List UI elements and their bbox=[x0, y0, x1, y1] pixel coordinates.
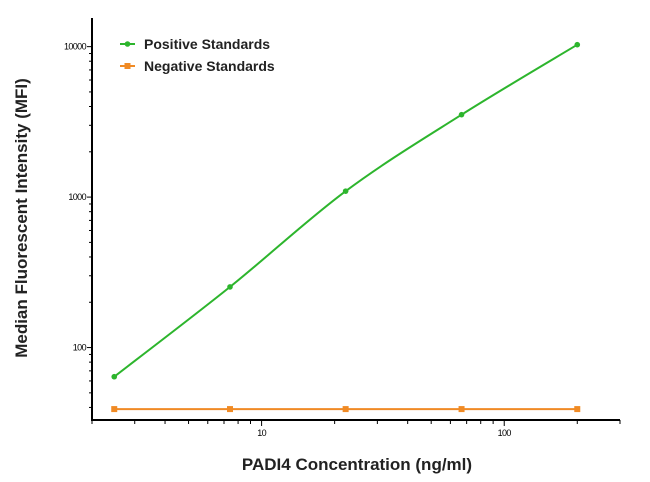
legend: Positive Standards Negative Standards bbox=[120, 36, 275, 74]
positive-standards-point bbox=[111, 373, 118, 380]
positive-standards-point bbox=[227, 284, 233, 290]
positive-standards-point bbox=[574, 41, 581, 48]
legend-marker-circle bbox=[124, 41, 131, 47]
y-tick-label: 1000 bbox=[68, 192, 86, 202]
axes: 100 1000 10000 10 100 bbox=[64, 18, 621, 438]
legend-label-positive-standards: Positive Standards bbox=[144, 36, 270, 52]
positive-standards-point bbox=[458, 111, 465, 118]
positive-standards-point bbox=[342, 188, 349, 194]
negative-standards-point bbox=[574, 406, 581, 413]
negative-standards-point bbox=[227, 406, 234, 413]
x-tick-label: 100 bbox=[498, 428, 512, 438]
legend-marker-square bbox=[124, 63, 131, 69]
y-axis-title: Median Fluorescent Intensity (MFI) bbox=[12, 78, 31, 358]
negative-standards-point bbox=[342, 406, 349, 413]
legend-label-negative-standards: Negative Standards bbox=[144, 58, 275, 74]
y-tick-label: 10000 bbox=[64, 42, 87, 52]
series-layer bbox=[111, 41, 581, 413]
x-tick-label: 10 bbox=[257, 428, 266, 438]
positive-standards-line bbox=[113, 43, 578, 378]
negative-standards-point bbox=[111, 406, 118, 413]
y-tick-label: 100 bbox=[73, 343, 87, 353]
negative-standards-point bbox=[458, 406, 465, 413]
x-axis-title: PADI4 Concentration (ng/ml) bbox=[242, 455, 472, 474]
